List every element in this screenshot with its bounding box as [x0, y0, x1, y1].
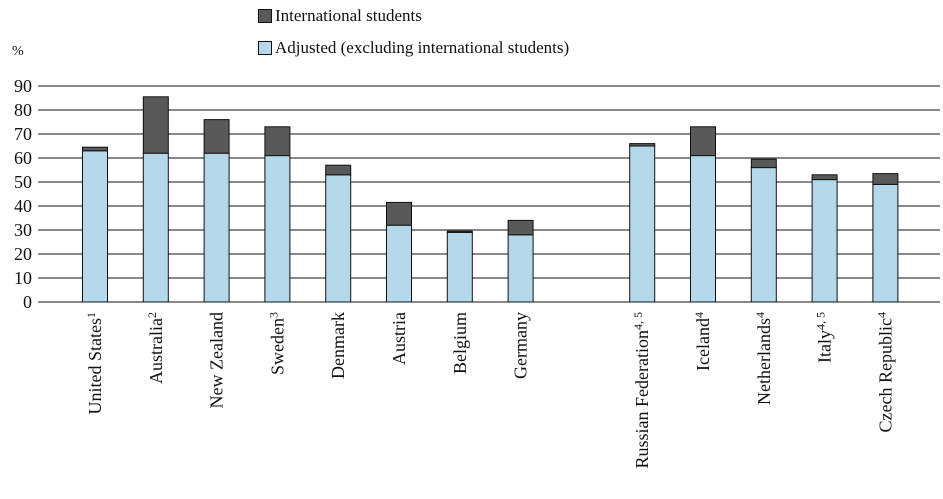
x-tick-label-text: Belgium	[450, 312, 470, 374]
x-tick-label-text: Iceland	[693, 318, 713, 371]
bar-international-13	[872, 173, 899, 185]
bar-adjusted-7	[446, 231, 473, 303]
y-tick-label: 40	[14, 196, 32, 216]
bar-adjusted-11	[750, 167, 777, 303]
x-tick-label: New Zealand	[207, 312, 227, 408]
x-tick-label: Australia2	[145, 312, 166, 384]
x-tick-label-text: United States	[85, 318, 105, 415]
x-tick-label-text: Netherlands	[754, 318, 774, 405]
bar-adjusted-6	[386, 224, 412, 303]
y-tick-label: 20	[14, 244, 32, 264]
x-tick-label-text: Australia	[146, 318, 166, 384]
bar-international-1	[82, 146, 108, 152]
x-tick-label: Austria	[389, 312, 409, 365]
y-tick-label: 80	[14, 100, 32, 120]
x-tick-label: Denmark	[328, 312, 348, 379]
x-tick-label-superscript: 4	[874, 312, 888, 318]
bar-international-7	[446, 230, 473, 233]
x-tick-label: Sweden3	[266, 312, 287, 375]
x-tick-label-text: Czech Republic	[875, 318, 895, 432]
bar-adjusted-4	[264, 155, 291, 303]
legend-swatch-adjusted	[258, 41, 272, 55]
bar-international-3	[203, 119, 230, 154]
bar-international-5	[325, 164, 352, 176]
x-tick-label-superscript: 1	[84, 312, 98, 318]
bar-international-9	[629, 143, 656, 147]
x-tick-label-text: Austria	[389, 312, 409, 365]
bar-international-2	[142, 96, 169, 154]
y-tick-label: 90	[14, 76, 32, 96]
bar-international-12	[811, 174, 838, 181]
bar-international-10	[690, 126, 716, 157]
x-tick-label-text: Russian Federation	[632, 330, 652, 468]
bar-adjusted-9	[629, 145, 656, 303]
bar-adjusted-3	[203, 152, 230, 303]
y-tick-label: 30	[14, 220, 32, 240]
bar-adjusted-2	[142, 152, 169, 303]
bar-adjusted-13	[872, 183, 899, 303]
x-tick-label: Germany	[511, 312, 531, 379]
bar-international-4	[264, 126, 291, 157]
x-tick-label-superscript: 3	[266, 312, 280, 318]
bar-international-6	[386, 201, 412, 226]
bar-international-8	[507, 219, 534, 236]
legend-item-adjusted: Adjusted (excluding international studen…	[258, 38, 569, 58]
y-tick-label: 10	[14, 268, 32, 288]
x-tick-label: Iceland4	[692, 312, 713, 371]
x-tick-label-text: Germany	[511, 312, 531, 379]
x-tick-label-text: New Zealand	[207, 312, 227, 408]
y-tick-label: 0	[23, 292, 32, 312]
x-tick-label: Italy4, 5	[814, 312, 835, 363]
x-tick-label: Netherlands4	[753, 312, 774, 405]
legend-label-international: International students	[275, 6, 422, 25]
legend-swatch-international	[258, 9, 272, 23]
legend-item-international: International students	[258, 6, 422, 26]
x-tick-label: United States1	[84, 312, 105, 415]
x-tick-label-text: Denmark	[328, 312, 348, 379]
x-tick-label-superscript: 4	[692, 312, 706, 318]
x-tick-label-superscript: 2	[145, 312, 159, 318]
x-tick-label: Belgium	[450, 312, 470, 374]
x-tick-label-text: Sweden	[267, 318, 287, 375]
y-tick-label: 70	[14, 124, 32, 144]
bar-adjusted-10	[690, 155, 716, 303]
bar-international-11	[750, 158, 777, 169]
x-tick-label-superscript: 4, 5	[631, 312, 645, 330]
bar-adjusted-12	[811, 179, 838, 303]
x-tick-label: Russian Federation4, 5	[631, 312, 652, 468]
x-tick-label: Czech Republic4	[874, 312, 895, 432]
y-tick-label: 50	[14, 172, 32, 192]
y-tick-label: 60	[14, 148, 32, 168]
x-tick-label-superscript: 4, 5	[814, 312, 828, 330]
bar-adjusted-5	[325, 174, 352, 303]
x-tick-label-text: Italy	[815, 330, 835, 363]
bar-adjusted-1	[82, 150, 108, 303]
y-axis-label: %	[12, 44, 24, 59]
x-tick-label-superscript: 4	[753, 312, 767, 318]
bar-adjusted-8	[507, 234, 534, 303]
legend-label-adjusted: Adjusted (excluding international studen…	[275, 38, 570, 57]
